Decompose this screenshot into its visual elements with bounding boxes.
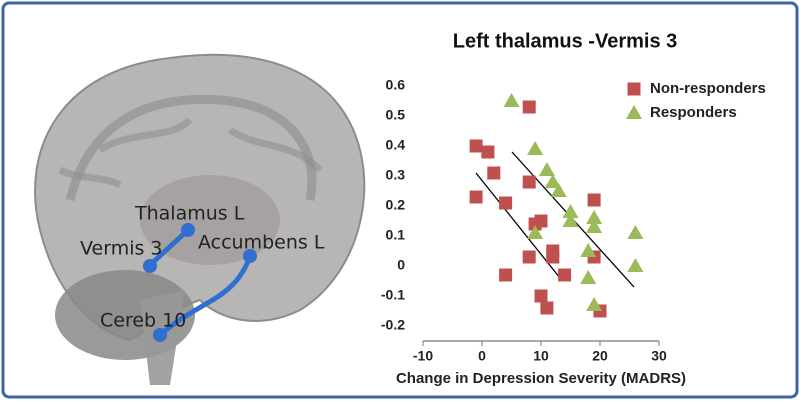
y-tick-label: 0.1 <box>386 227 406 243</box>
point <box>587 193 601 207</box>
y-tick-label: -0.2 <box>381 317 405 333</box>
point <box>562 213 579 227</box>
y-tick-label: -0.1 <box>381 287 405 303</box>
point <box>469 139 483 153</box>
brain-label: Accumbens L <box>198 232 325 254</box>
y-tick-label: 0.2 <box>386 197 406 213</box>
point <box>469 190 483 204</box>
point <box>487 166 501 180</box>
point <box>586 210 603 224</box>
x-tick-label: 0 <box>478 348 486 364</box>
point <box>544 174 561 188</box>
point <box>586 219 603 233</box>
point <box>558 268 572 282</box>
point <box>534 289 548 303</box>
point <box>499 268 513 282</box>
point <box>527 141 544 155</box>
brain-image <box>34 53 366 385</box>
x-tick-label: 30 <box>651 348 667 364</box>
x-tick-label: -10 <box>413 348 433 364</box>
point <box>522 100 536 114</box>
point <box>527 225 544 239</box>
point <box>503 93 520 107</box>
y-tick-label: 0.5 <box>386 107 406 123</box>
x-tick-label: 10 <box>533 348 549 364</box>
point <box>522 250 536 264</box>
point <box>586 297 603 311</box>
legend-marker <box>626 105 642 119</box>
point <box>580 270 597 284</box>
y-tick-label: 0 <box>397 257 405 273</box>
point <box>550 183 567 197</box>
y-tick-label: 0.6 <box>386 77 406 93</box>
point <box>499 196 513 210</box>
legend-label: Responders <box>650 104 737 121</box>
point <box>522 175 536 189</box>
point <box>534 214 548 228</box>
trend-line <box>475 172 561 279</box>
legend-label: Non-responders <box>650 80 766 97</box>
point <box>481 145 495 159</box>
x-tick-label: 20 <box>592 348 608 364</box>
point <box>627 258 644 272</box>
point <box>540 301 554 315</box>
brain-label: Vermis 3 <box>80 238 163 260</box>
y-tick-label: 0.3 <box>386 167 406 183</box>
legend-marker <box>627 82 641 96</box>
point <box>538 162 555 176</box>
point <box>546 250 560 264</box>
brain-label: Cereb 10 <box>100 310 186 332</box>
point <box>627 225 644 239</box>
point <box>580 243 597 257</box>
point <box>562 204 579 218</box>
y-tick-label: 0.4 <box>386 137 406 153</box>
chart-title: Left thalamus -Vermis 3 <box>453 30 678 52</box>
x-axis-label: Change in Depression Severity (MADRS) <box>396 370 686 387</box>
brain-label: Thalamus L <box>134 203 245 225</box>
